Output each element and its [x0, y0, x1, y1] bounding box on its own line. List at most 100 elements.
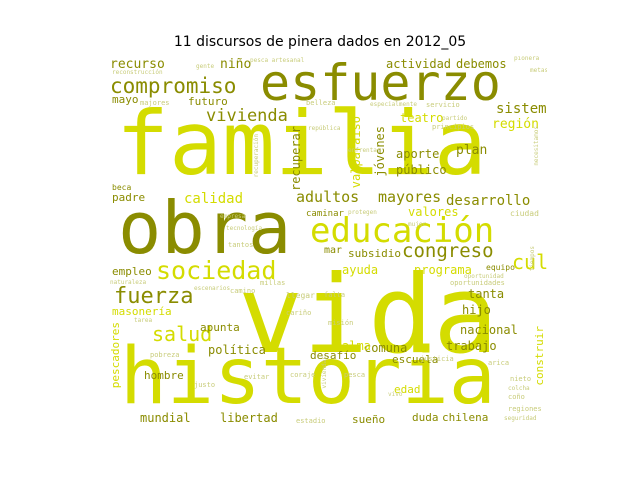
cloud-word: empleo [112, 265, 152, 278]
cloud-word: falta [324, 291, 346, 299]
cloud-word: mayores [378, 188, 442, 206]
cloud-word: especialmente [370, 101, 417, 108]
cloud-word: ayuda [342, 263, 379, 277]
cloud-word: edad [394, 383, 421, 396]
cloud-word: educación [310, 211, 495, 251]
cloud-word: comuna [364, 341, 408, 355]
cloud-word: pesca [344, 371, 366, 379]
cloud-word: evitar [244, 373, 270, 381]
cloud-word: coño [508, 393, 525, 401]
cloud-word: hombre [144, 369, 184, 382]
cloud-word: hijo [462, 303, 491, 317]
cloud-word: mundial [140, 411, 191, 425]
cloud-word: tantos [228, 241, 254, 249]
cloud-word: calidad [184, 191, 244, 207]
cloud-word: colcha [508, 385, 530, 392]
cloud-word: protegen [348, 209, 377, 216]
cloud-word: debemos [456, 57, 507, 71]
cloud-word: arica [488, 359, 510, 367]
cloud-word: compromiso [110, 74, 237, 98]
cloud-word: reconstrucción [112, 69, 163, 76]
cloud-word: familia [116, 92, 487, 195]
cloud-word: sueño [352, 413, 386, 426]
cloud-word: salud [152, 322, 213, 346]
cloud-word: beca [112, 183, 132, 192]
cloud-word: estadio [296, 417, 326, 425]
cloud-word: congreso [402, 240, 494, 262]
cloud-word: nacional [460, 323, 518, 337]
cloud-word: construir [533, 326, 546, 386]
cloud-word: naturaleza [110, 279, 147, 286]
cloud-word: ciudad [510, 209, 539, 218]
cloud-word: trabajo [446, 339, 497, 353]
cloud-word: república [308, 125, 341, 132]
cloud-word: tanta [468, 287, 505, 301]
cloud-word: pionera [514, 56, 540, 62]
cloud-word: camino [230, 287, 256, 295]
cloud-word: viviendas [321, 356, 328, 389]
cloud-word: mar [324, 245, 343, 256]
cloud-word: empresa [220, 213, 246, 220]
chart-title: 11 discursos de pinera dados en 2012_05 [173, 34, 467, 50]
cloud-word: libertad [220, 411, 278, 425]
cloud-word: teatro [400, 111, 444, 125]
cloud-word: equipo [486, 263, 515, 272]
cloud-word: programa [414, 263, 472, 277]
cloud-word: tarea [134, 317, 153, 324]
cloud-word: niño [220, 57, 252, 72]
cloud-word: misión [328, 319, 354, 327]
cloud-word: masonería [112, 305, 172, 318]
cloud-word: mujer [408, 221, 427, 228]
cloud-word: caminar [306, 209, 344, 219]
cloud-word: región [492, 117, 539, 132]
cloud-word: sistema [496, 101, 547, 117]
cloud-word: recuperar [289, 126, 303, 192]
cloud-word: valores [408, 205, 459, 219]
cloud-word: vivienda [206, 106, 288, 126]
cloud-word: desafío [310, 349, 357, 362]
cloud-word: esfuerzo [260, 56, 501, 112]
cloud-word: futuro [188, 95, 228, 108]
cloud-word: belleza [306, 99, 336, 107]
cloud-word: cariño [286, 309, 312, 317]
cloud-word: coraje [290, 371, 316, 379]
cloud-word: escuela [392, 353, 439, 366]
cloud-word: mayo [112, 93, 139, 106]
cloud-word: vivo [388, 391, 403, 398]
cloud-word: recuperación [253, 134, 260, 178]
cloud-word: millas [260, 279, 286, 287]
cloud-word: llegar [286, 291, 315, 300]
cloud-word: obra [118, 186, 292, 270]
cloud-word: subsidio [348, 247, 401, 260]
cloud-word: justicia [420, 355, 454, 363]
cloud-word: vida [238, 253, 499, 378]
cloud-word: enfrentar [348, 147, 381, 154]
cloud-word: plan [456, 143, 488, 158]
cloud-word: recurso [110, 57, 165, 72]
cloud-word: pescadores [110, 322, 122, 389]
cloud-word: alma [342, 339, 371, 353]
cloud-word: tecnología [226, 225, 263, 232]
cloud-word: chilena [442, 411, 489, 424]
cloud-word: sociedad [156, 256, 277, 285]
cloud-word: historia [120, 332, 496, 422]
cloud-word: pesca artesanal [250, 57, 305, 64]
cloud-word: aporte [396, 147, 440, 161]
cloud-word: principios [432, 123, 475, 131]
cloud-word: apunta [200, 321, 240, 334]
cloud-word: público [396, 163, 447, 177]
cloud-word: política [208, 343, 266, 357]
cloud-word: tiempos [529, 246, 536, 272]
cloud-word: justo [194, 381, 216, 389]
cloud-word: nieto [510, 375, 532, 383]
cloud-word: duda [412, 411, 439, 424]
cloud-word: partido [442, 115, 468, 122]
cloud-word: metas [530, 67, 547, 74]
cloud-word: servicio [426, 101, 460, 109]
cloud-word: padre [112, 191, 146, 204]
cloud-word: adultos [296, 188, 360, 206]
cloud-word: escenarios [194, 285, 231, 292]
cloud-word: cultura [512, 250, 547, 274]
cloud-word: pobreza [150, 351, 180, 359]
cloud-word: gente [196, 63, 215, 70]
